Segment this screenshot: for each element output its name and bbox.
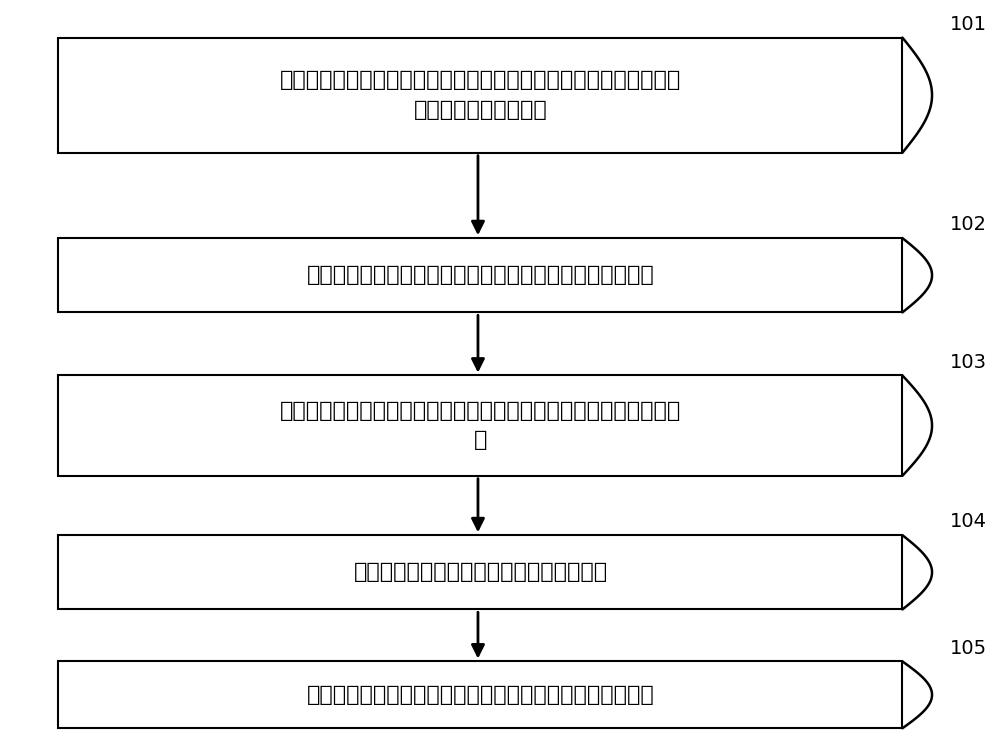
Text: 102: 102 <box>950 216 987 234</box>
Text: 将用户识别卡切换到所述目标运营商并执行网络连接与注册: 将用户识别卡切换到所述目标运营商并执行网络连接与注册 <box>307 685 654 705</box>
Text: 105: 105 <box>950 638 987 658</box>
Bar <box>58 662 902 728</box>
Bar <box>58 535 902 610</box>
Text: 对各运营商的可用网络小区进行信号测量以得出信号测量值: 对各运营商的可用网络小区进行信号测量以得出信号测量值 <box>307 265 654 285</box>
Text: 103: 103 <box>950 353 987 372</box>
Text: 终端在无用户识别卡的情况下利用自身射频能力扫描扫描附近区域各
运营商的可用网络小区: 终端在无用户识别卡的情况下利用自身射频能力扫描扫描附近区域各 运营商的可用网络小… <box>280 71 681 120</box>
Bar <box>58 376 902 476</box>
Text: 104: 104 <box>950 512 987 532</box>
Text: 根据各运营商的信号质量值选择目标运营商: 根据各运营商的信号质量值选择目标运营商 <box>353 562 608 582</box>
Bar <box>58 38 902 152</box>
Bar <box>58 238 902 312</box>
Text: 根据各运营商的可用网络小区的信号测量值计算各运营商的信号质量
值: 根据各运营商的可用网络小区的信号测量值计算各运营商的信号质量 值 <box>280 401 681 451</box>
Text: 101: 101 <box>950 15 987 34</box>
